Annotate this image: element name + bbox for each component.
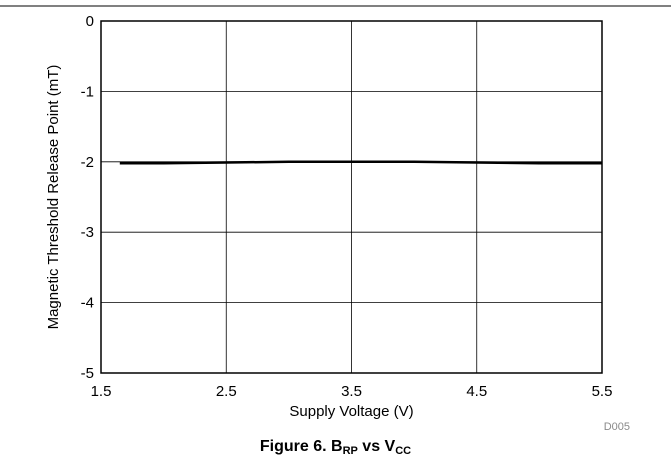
series-line-0 <box>119 160 602 165</box>
x-tick-labels: 1.5 2.5 3.5 4.5 5.5 <box>91 383 613 400</box>
caption-subscript-rp: RP <box>342 445 358 457</box>
y-tick-labels: 0 -1 -2 -3 -4 -5 <box>81 13 94 382</box>
caption-prefix: Figure 6. B <box>259 438 343 455</box>
caption-middle: vs V <box>357 438 396 455</box>
x-tick-label: 3.5 <box>341 383 362 400</box>
x-tick-label: 1.5 <box>91 383 112 400</box>
x-axis-title: Supply Voltage (V) <box>289 403 413 420</box>
figure-id-label: D005 <box>604 421 630 433</box>
y-tick-label: -4 <box>81 295 94 312</box>
y-tick-label: -2 <box>81 154 94 171</box>
y-tick-label: -1 <box>81 83 94 100</box>
series-layer <box>119 160 602 165</box>
x-tick-label: 4.5 <box>466 383 487 400</box>
x-tick-label: 5.5 <box>592 383 613 400</box>
caption-subscript-cc: CC <box>395 445 412 457</box>
y-tick-label: 0 <box>86 13 94 30</box>
y-tick-label: -3 <box>81 224 94 241</box>
grid-lines <box>101 21 602 373</box>
figure-caption: Figure 6. BRP vs VCC <box>0 438 671 457</box>
y-axis-title: Magnetic Threshold Release Point (mT) <box>45 65 62 330</box>
plot-area-frame <box>100 20 603 374</box>
x-tick-label: 2.5 <box>216 383 237 400</box>
y-tick-label: -5 <box>81 365 94 382</box>
